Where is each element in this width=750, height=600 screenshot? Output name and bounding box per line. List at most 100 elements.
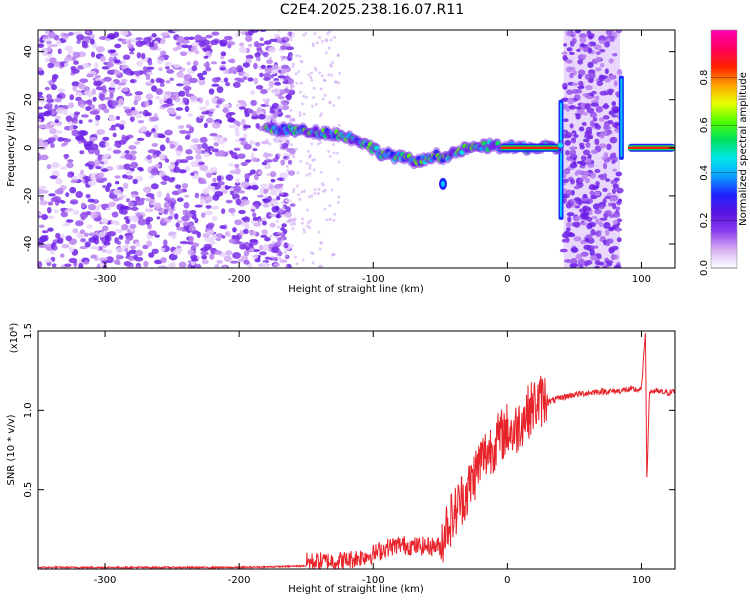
- spectrogram-noise-cell: [302, 33, 306, 37]
- spectrogram-noise-cell: [112, 149, 122, 154]
- spectrogram-noise-cell: [49, 43, 58, 48]
- spectrogram-noise-cell: [294, 147, 298, 151]
- spectrogram-noise-cell: [40, 48, 49, 54]
- spectrogram-noise-cell: [50, 161, 60, 169]
- spectrogram-noise-cell: [153, 131, 158, 139]
- spectrogram-noise-cell: [611, 202, 617, 210]
- spectrogram-noise-cell: [570, 189, 575, 196]
- spectrogram-noise-cell: [565, 237, 570, 243]
- spectrogram-noise-cell: [249, 248, 255, 252]
- spectrogram-noise-cell: [247, 43, 253, 48]
- spectrogram-noise-cell: [237, 79, 245, 83]
- spectrogram-noise-cell: [559, 248, 568, 253]
- spectrogram-noise-cell: [191, 258, 199, 262]
- spectrogram-noise-cell: [100, 168, 109, 173]
- spectrogram-noise-cell: [128, 249, 138, 255]
- spectrogram-noise-cell: [257, 194, 264, 198]
- spectrogram-noise-cell: [48, 193, 56, 197]
- spectrogram-noise-cell: [582, 46, 589, 53]
- spectrogram-noise-cell: [210, 61, 218, 65]
- spectrogram-noise-cell: [565, 30, 573, 37]
- spectrogram-noise-cell: [569, 146, 577, 151]
- spectrogram-noise-cell: [201, 111, 209, 115]
- spectrogram-noise-cell: [315, 41, 319, 45]
- spectrogram-noise-cell: [113, 69, 121, 76]
- spectrogram-noise-cell: [91, 88, 97, 96]
- spectrogram-noise-cell: [38, 97, 47, 104]
- spectrogram-noise-cell: [148, 41, 155, 48]
- spectrogram-noise-cell: [202, 70, 208, 76]
- spectrogram-noise-cell: [102, 136, 110, 141]
- spectrogram-noise-cell: [219, 67, 227, 71]
- spectrogram-noise-cell: [108, 56, 114, 64]
- spectrogram-noise-cell: [109, 81, 116, 89]
- spectrogram-noise-cell: [261, 261, 268, 268]
- spectrogram-noise-cell: [275, 235, 279, 239]
- spectrogram-noise-cell: [137, 120, 145, 124]
- spectrogram-noise-cell: [235, 103, 243, 108]
- spectrogram-noise-cell: [586, 246, 592, 252]
- spectrogram-noise-cell: [298, 111, 302, 115]
- spectrogram-noise-cell: [38, 212, 43, 217]
- spectrogram-noise-cell: [305, 224, 309, 228]
- spectrogram-noise-cell: [177, 144, 183, 152]
- spectrogram-noise-cell: [217, 139, 226, 145]
- spectrogram-noise-cell: [573, 236, 582, 242]
- spectrogram-noise-cell: [581, 195, 589, 203]
- spectrogram-noise-cell: [279, 140, 283, 144]
- spectrogram-noise-cell: [299, 81, 303, 85]
- spectrogram-noise-cell: [566, 212, 575, 217]
- spectrogram-noise-cell: [38, 91, 43, 96]
- spectrogram-noise-cell: [250, 208, 256, 213]
- spectrogram-noise-cell: [580, 200, 589, 204]
- spectrogram-noise-cell: [325, 39, 329, 43]
- spectrogram-noise-cell: [211, 215, 218, 222]
- spectrogram-noise-cell: [99, 55, 107, 62]
- spectrogram-noise-cell: [597, 261, 605, 266]
- spectrogram-noise-cell: [300, 221, 304, 225]
- spectrogram-noise-cell: [182, 209, 189, 214]
- spectrogram-noise-cell: [155, 88, 164, 95]
- spectrogram-noise-cell: [565, 149, 570, 156]
- spectrogram-noise-cell: [65, 219, 74, 223]
- spectrogram-noise-cell: [241, 199, 250, 206]
- spectrogram-noise-cell: [280, 58, 284, 62]
- spectrogram-noise-cell: [312, 158, 316, 162]
- spectrogram-noise-cell: [181, 215, 190, 222]
- spectrogram-noise-cell: [75, 91, 83, 98]
- spectrogram-noise-cell: [50, 142, 55, 148]
- spectrogram-noise-cell: [189, 145, 198, 150]
- spectrogram-noise-cell: [57, 88, 66, 93]
- snr-x-label: Height of straight line (km): [288, 584, 424, 595]
- snr-y-ticks: 0.5 1.0 1.5: [23, 323, 675, 498]
- spectrogram-noise-cell: [247, 77, 254, 82]
- spectrogram-noise-cell: [563, 118, 569, 123]
- spectrogram-noise-cell: [188, 225, 196, 232]
- spectrogram-noise-cell: [612, 211, 621, 218]
- spectrogram-noise-cell: [175, 107, 184, 111]
- spectrogram-noise-cell: [118, 98, 124, 105]
- spectrogram-noise-cell: [136, 137, 145, 142]
- spectrogram-noise-cell: [605, 178, 611, 182]
- spectrogram-noise-cell: [146, 240, 153, 247]
- spectrogram-noise-cell: [156, 216, 161, 220]
- spectrogram-noise-cell: [611, 152, 617, 157]
- spectrogram-noise-cell: [598, 143, 607, 149]
- spectrogram-noise-cell: [196, 72, 204, 78]
- spectrogram-noise-cell: [237, 99, 246, 104]
- spectrogram-noise-cell: [612, 219, 619, 225]
- spectrogram-noise-cell: [72, 209, 80, 215]
- spectrogram-noise-cell: [172, 30, 182, 33]
- spectrogram-noise-cell: [83, 141, 93, 148]
- spectrogram-noise-cell: [72, 85, 78, 92]
- spectrogram-noise-cell: [267, 98, 271, 102]
- spectrogram-noise-cell: [589, 172, 597, 179]
- spectrogram-noise-cell: [158, 67, 163, 72]
- spectrogram-noise-cell: [187, 249, 195, 256]
- spectrogram-noise-cell: [568, 66, 576, 71]
- spectrogram-noise-cell: [130, 161, 139, 169]
- spectrogram-noise-cell: [208, 108, 216, 112]
- spectrogram-noise-cell: [103, 241, 111, 246]
- spectrogram-noise-cell: [326, 32, 330, 36]
- spectrogram-noise-cell: [311, 104, 315, 108]
